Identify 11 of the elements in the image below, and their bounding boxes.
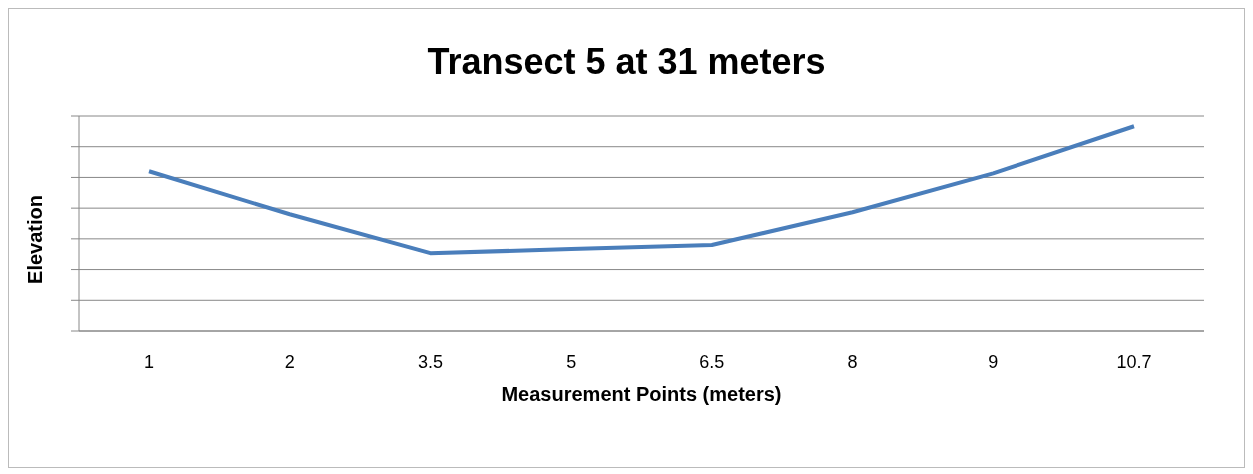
x-tick-label: 8	[847, 351, 858, 372]
chart-title: Transect 5 at 31 meters	[426, 41, 827, 84]
x-axis-title: Measurement Points (meters)	[501, 383, 782, 405]
x-tick-label: 5	[566, 351, 577, 372]
x-tick-label: 6.5	[699, 351, 725, 372]
x-tick-label: 1	[143, 351, 155, 372]
y-axis-title: Elevation	[23, 194, 47, 284]
x-tick-label: 2	[284, 351, 295, 372]
x-tick-label: 9	[988, 351, 999, 372]
x-tick-label: 3.5	[417, 351, 443, 372]
x-tick-label: 10.7	[1116, 351, 1152, 372]
